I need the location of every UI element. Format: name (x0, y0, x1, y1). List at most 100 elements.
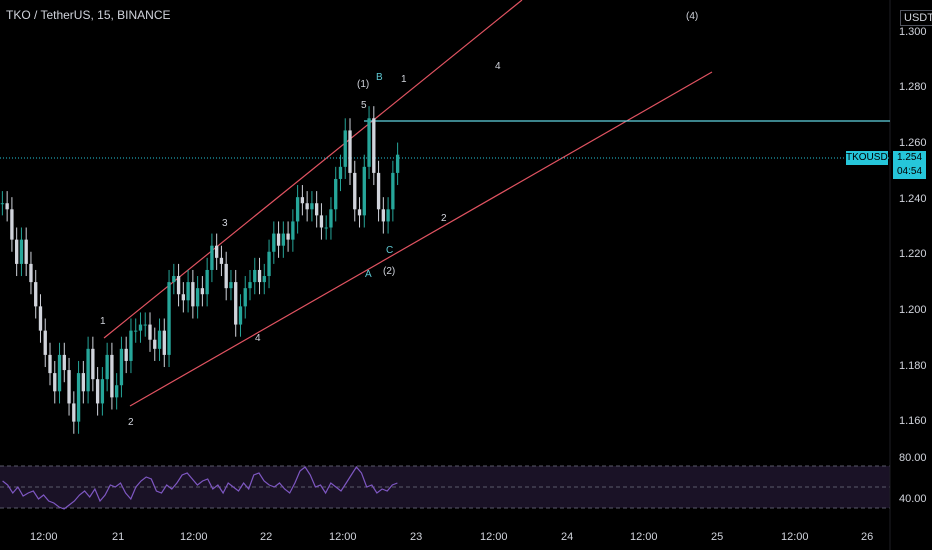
candle-body (100, 379, 105, 404)
time-tick: 12:00 (30, 531, 58, 543)
candle-body (81, 373, 85, 392)
candle-body (148, 324, 152, 340)
price-axis[interactable]: 1.300 1.280 1.260 1.240 1.220 1.200 1.18… (899, 26, 927, 505)
candle-body (291, 221, 295, 240)
wave-label: 2 (128, 417, 134, 428)
candle-body (38, 306, 43, 331)
candle-body (219, 257, 224, 264)
upper-trendline[interactable] (103, 0, 523, 339)
time-tick: 12:00 (329, 531, 357, 543)
candle-body (5, 203, 9, 210)
time-tick: 24 (561, 531, 573, 543)
candle-body (72, 403, 76, 422)
candle-body (262, 276, 266, 283)
candle-body (234, 282, 238, 325)
price-tick: 1.260 (899, 137, 927, 149)
candle-body (367, 118, 371, 167)
candle-body (162, 330, 166, 355)
candle-body (95, 379, 100, 404)
candle-body (172, 276, 176, 283)
candle-body (91, 348, 95, 380)
candle-body (181, 294, 185, 301)
candle-body (281, 233, 285, 246)
price-tick: 1.240 (899, 193, 927, 205)
time-tick: 22 (260, 531, 272, 543)
wave-label: C (386, 245, 393, 256)
last-price-value: 1.254 (896, 152, 923, 163)
wave-label: 1 (401, 74, 407, 85)
candle-body (238, 306, 243, 325)
candle-body (210, 245, 214, 270)
last-price-tag: 1.254 04:54 (893, 151, 926, 179)
candle-body (348, 130, 352, 173)
candle-body (105, 354, 109, 380)
candle-body (0, 203, 5, 205)
symbol-tag: TKOUSDT (846, 151, 894, 165)
candle-body (324, 227, 328, 229)
price-tick: 1.200 (899, 304, 927, 316)
currency-label[interactable]: USDT (900, 10, 932, 26)
candle-body (186, 282, 190, 301)
candle-body (48, 354, 52, 374)
time-axis[interactable]: 12:00 21 12:00 22 12:00 23 12:00 24 12:0… (30, 531, 873, 543)
candle-body (253, 269, 257, 283)
candle-body (300, 197, 305, 204)
candle-body (338, 166, 343, 179)
rsi-line (2, 465, 398, 510)
wave-label: 1 (100, 316, 106, 327)
candle-body (138, 324, 143, 331)
candle-body (191, 282, 195, 307)
rsi-tick: 40.00 (899, 493, 927, 505)
price-tick: 1.160 (899, 415, 927, 427)
candle-body (67, 370, 71, 404)
candle-body (395, 154, 400, 173)
candle-body (124, 348, 128, 361)
candle-body (129, 330, 133, 361)
candle-body (153, 339, 157, 349)
candle-body (24, 239, 28, 264)
candle-body (353, 172, 357, 210)
time-tick: 12:00 (781, 531, 809, 543)
candle-body (86, 348, 90, 392)
candle-body (62, 354, 66, 371)
candle-body (167, 282, 171, 355)
candle-body (372, 118, 376, 173)
candle-body (343, 130, 347, 167)
wave-label: 5 (361, 100, 367, 111)
candle-body (57, 354, 62, 392)
candle-body (286, 233, 290, 240)
wave-label: 4 (255, 333, 261, 344)
wave-label: A (365, 269, 372, 280)
candle-body (19, 239, 24, 264)
candle-body (215, 245, 219, 258)
price-candles (0, 106, 400, 434)
candle-body (305, 203, 309, 210)
time-tick: 12:00 (180, 531, 208, 543)
wave-labels: 1 2 3 4 5 (1) A B C (2) 1 2 4 (4) (100, 11, 698, 428)
price-tick: 1.300 (899, 26, 927, 38)
lower-trendline[interactable] (129, 71, 713, 407)
candle-body (319, 215, 324, 228)
chart-title: TKO / TetherUS, 15, BINANCE (6, 8, 171, 22)
candle-body (248, 282, 252, 289)
candle-body (115, 385, 119, 398)
wave-label: (2) (383, 266, 395, 277)
candle-body (224, 263, 228, 289)
candle-body (10, 209, 14, 240)
candle-body (76, 373, 81, 422)
candle-body (295, 197, 300, 222)
candle-body (110, 354, 114, 398)
candle-body (334, 178, 338, 210)
candle-body (157, 330, 162, 349)
candle-body (381, 209, 385, 222)
candle-body (15, 239, 19, 264)
candle-body (200, 288, 205, 295)
candle-body (386, 209, 390, 222)
candle-body (257, 269, 262, 283)
price-tick: 1.180 (899, 360, 927, 372)
wave-label: 2 (441, 213, 447, 224)
candle-body (195, 288, 200, 307)
candle-body (376, 172, 381, 210)
time-tick: 25 (711, 531, 723, 543)
